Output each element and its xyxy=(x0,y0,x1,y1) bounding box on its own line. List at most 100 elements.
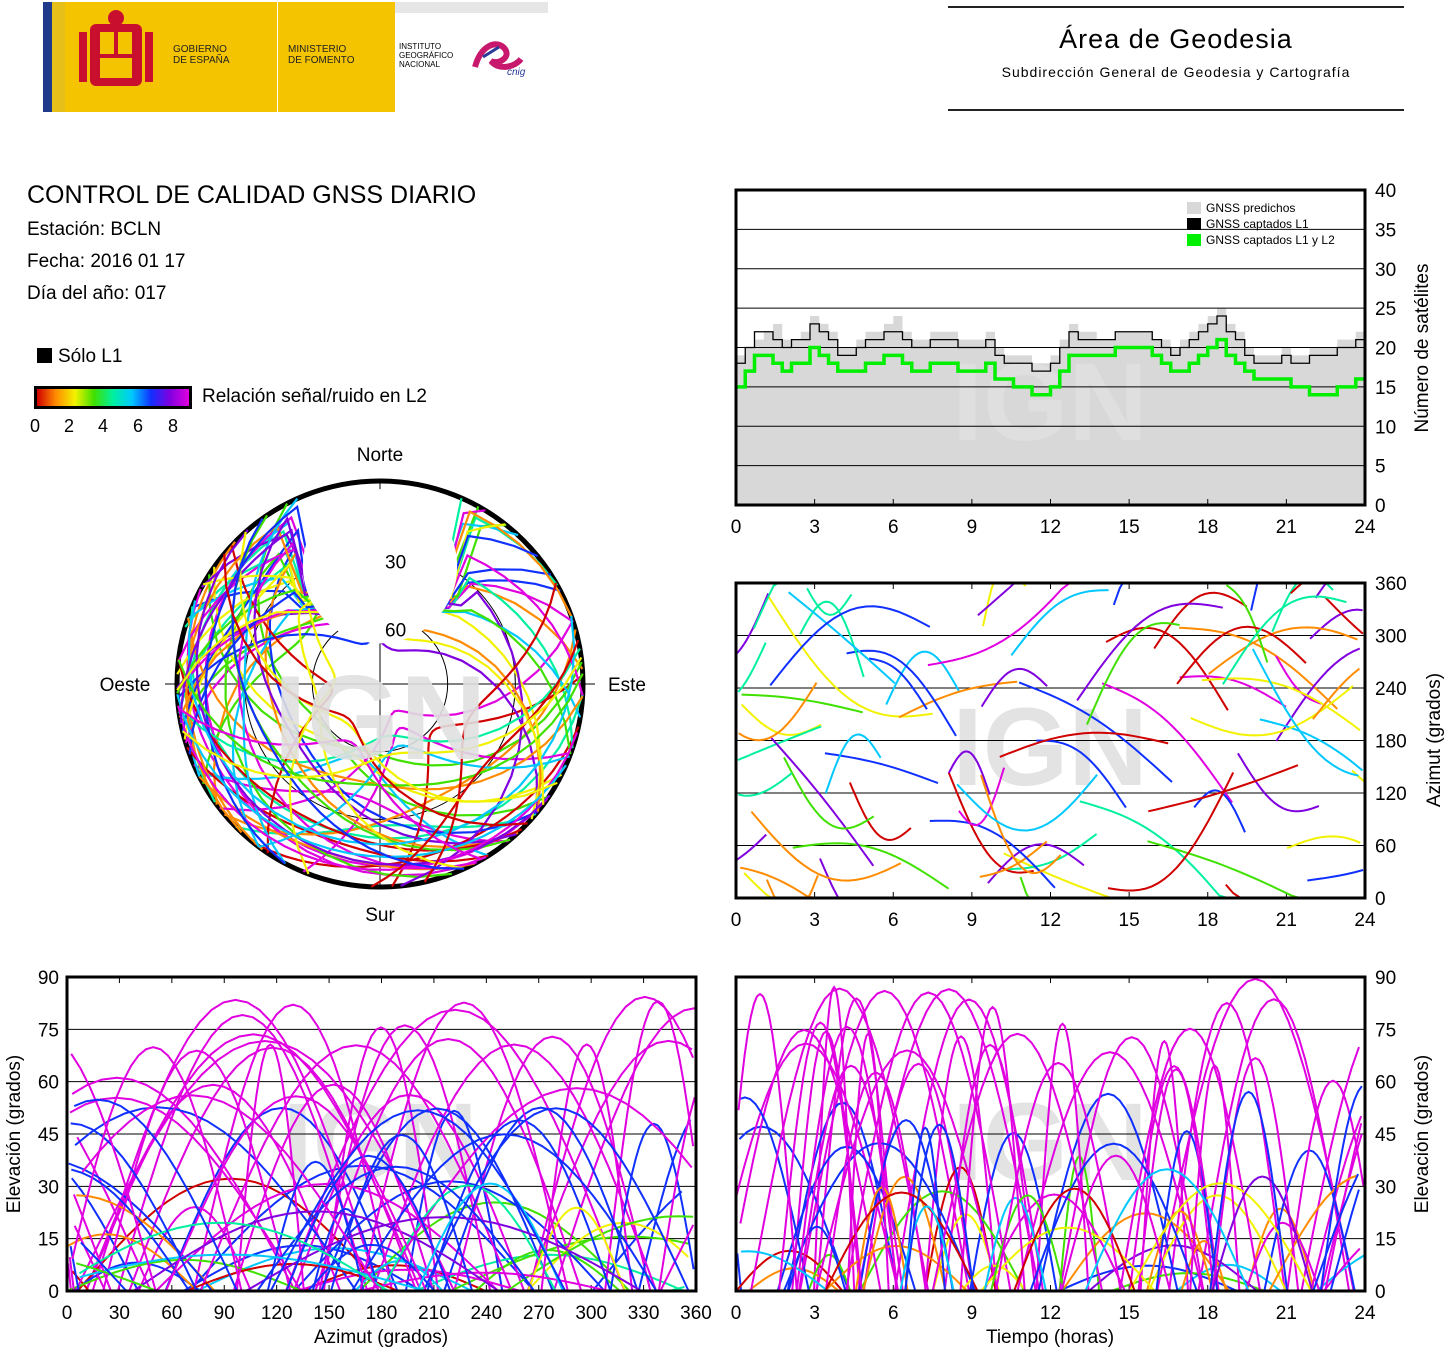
y-tick-label: 180 xyxy=(1375,732,1407,753)
eltime-track xyxy=(924,1035,998,1292)
elaz-track xyxy=(76,1177,385,1292)
x-tick-label: 21 xyxy=(1276,910,1297,931)
az-track xyxy=(736,833,767,861)
y-tick-label: 90 xyxy=(38,968,59,989)
eltime-track xyxy=(959,1005,1026,1292)
elaz-track xyxy=(68,1256,75,1292)
elaz-track xyxy=(235,1043,305,1292)
only-l1-label: Sólo L1 xyxy=(58,346,123,367)
x-tick-label: 6 xyxy=(888,517,899,538)
sats-l1l2-line xyxy=(736,337,1365,397)
eltime-track xyxy=(778,1021,863,1292)
elaz-track xyxy=(72,1194,112,1292)
az-track xyxy=(1079,800,1244,899)
y-tick-label: 0 xyxy=(1375,1282,1386,1303)
elaz-track xyxy=(269,1109,567,1292)
y-tick-label: 10 xyxy=(1375,417,1396,438)
az-track xyxy=(980,774,1062,875)
az-track xyxy=(868,657,928,710)
az-track xyxy=(846,649,957,737)
x-tick-label: 60 xyxy=(161,1303,182,1324)
x-tick-label: 24 xyxy=(1354,517,1376,538)
skyplot-track xyxy=(219,620,574,812)
az-ylabel: Azimut (grados) xyxy=(1424,673,1445,807)
legend-swatch xyxy=(1187,218,1201,230)
eltime-track xyxy=(1211,1175,1314,1292)
y-tick-label: 20 xyxy=(1375,339,1396,360)
instituto-line2: GEOGRÁFICO xyxy=(399,51,454,60)
y-tick-label: 0 xyxy=(1375,889,1386,910)
ign-watermark: IGN xyxy=(952,686,1148,809)
az-track xyxy=(1237,752,1320,813)
x-tick-label: 0 xyxy=(731,517,742,538)
y-tick-label: 360 xyxy=(1375,574,1407,595)
sats-frame xyxy=(734,188,1367,507)
y-tick-label: 60 xyxy=(1375,1073,1396,1094)
elaz-track xyxy=(359,1001,569,1292)
skyplot-track xyxy=(204,504,333,865)
eltime-track xyxy=(1128,1064,1220,1292)
elaz-track xyxy=(416,1182,564,1292)
skyplot-track xyxy=(223,553,528,827)
x-tick-label: 3 xyxy=(809,1303,820,1324)
area-title: Área de Geodesia xyxy=(1059,24,1293,54)
elaz-track xyxy=(526,1039,693,1292)
az-frame xyxy=(734,581,1367,900)
elaz-track xyxy=(116,1013,369,1292)
az-track xyxy=(1307,869,1364,882)
elaz-track xyxy=(73,1225,107,1292)
skyplot-track xyxy=(239,531,558,803)
eltime-track xyxy=(1013,1187,1136,1292)
x-tick-label: 24 xyxy=(1354,1303,1376,1324)
x-tick-label: 0 xyxy=(731,1303,742,1324)
elaz-track xyxy=(637,1119,692,1292)
az-track xyxy=(737,725,822,761)
az-track xyxy=(1003,852,1117,899)
elaz-track xyxy=(404,1109,504,1292)
y-tick-label: 0 xyxy=(48,1282,59,1303)
snr-colorbar-label: Relación señal/ruido en L2 xyxy=(202,386,427,407)
spain-flag-yellow xyxy=(52,2,65,112)
eltime-track xyxy=(1060,1154,1172,1292)
x-tick-label: 3 xyxy=(809,517,820,538)
ministerio-line2: DE FOMENTO xyxy=(288,55,355,66)
eltime-tracks xyxy=(735,977,1366,1292)
skyplot-track xyxy=(177,705,579,871)
eltime-track xyxy=(1244,1221,1321,1292)
az-track xyxy=(806,587,853,616)
y-tick-label: 35 xyxy=(1375,220,1396,241)
gobierno-line2: DE ESPAÑA xyxy=(173,55,230,66)
elaz-track xyxy=(69,1246,80,1292)
y-tick-label: 15 xyxy=(1375,1230,1396,1251)
az-track xyxy=(737,642,767,693)
eltime-track xyxy=(1189,1064,1241,1292)
eltime-track xyxy=(1323,1247,1361,1292)
eltime-track xyxy=(931,1032,1104,1292)
elaz-track xyxy=(232,1083,435,1292)
eltime-track xyxy=(798,1064,904,1292)
header-bar xyxy=(395,2,548,13)
eltime-track xyxy=(1319,1085,1363,1292)
eltime-track xyxy=(799,989,970,1292)
elaz-track xyxy=(80,1241,128,1292)
gobierno-line1: GOBIERNO xyxy=(173,44,227,55)
elaz-track xyxy=(380,1184,557,1292)
eltime-track xyxy=(990,1194,1066,1292)
skyplot-ring-label: 30 xyxy=(385,553,406,574)
eltime-track xyxy=(862,1175,947,1292)
elaz-track xyxy=(659,1224,695,1292)
x-tick-label: 12 xyxy=(1040,517,1061,538)
elaz-track xyxy=(311,1207,380,1292)
az-track xyxy=(792,842,950,890)
x-tick-label: 15 xyxy=(1119,517,1140,538)
x-tick-label: 30 xyxy=(109,1303,130,1324)
x-tick-label: 180 xyxy=(366,1303,398,1324)
skyplot-track xyxy=(391,674,584,888)
az-track xyxy=(783,756,875,830)
az-track xyxy=(738,772,793,797)
skyplot-track xyxy=(370,639,580,888)
eltime-track xyxy=(1209,1090,1289,1292)
elaz-track xyxy=(245,1216,643,1292)
elaz-track xyxy=(284,1008,626,1292)
report-title: CONTROL DE CALIDAD GNSS DIARIO xyxy=(27,181,477,209)
